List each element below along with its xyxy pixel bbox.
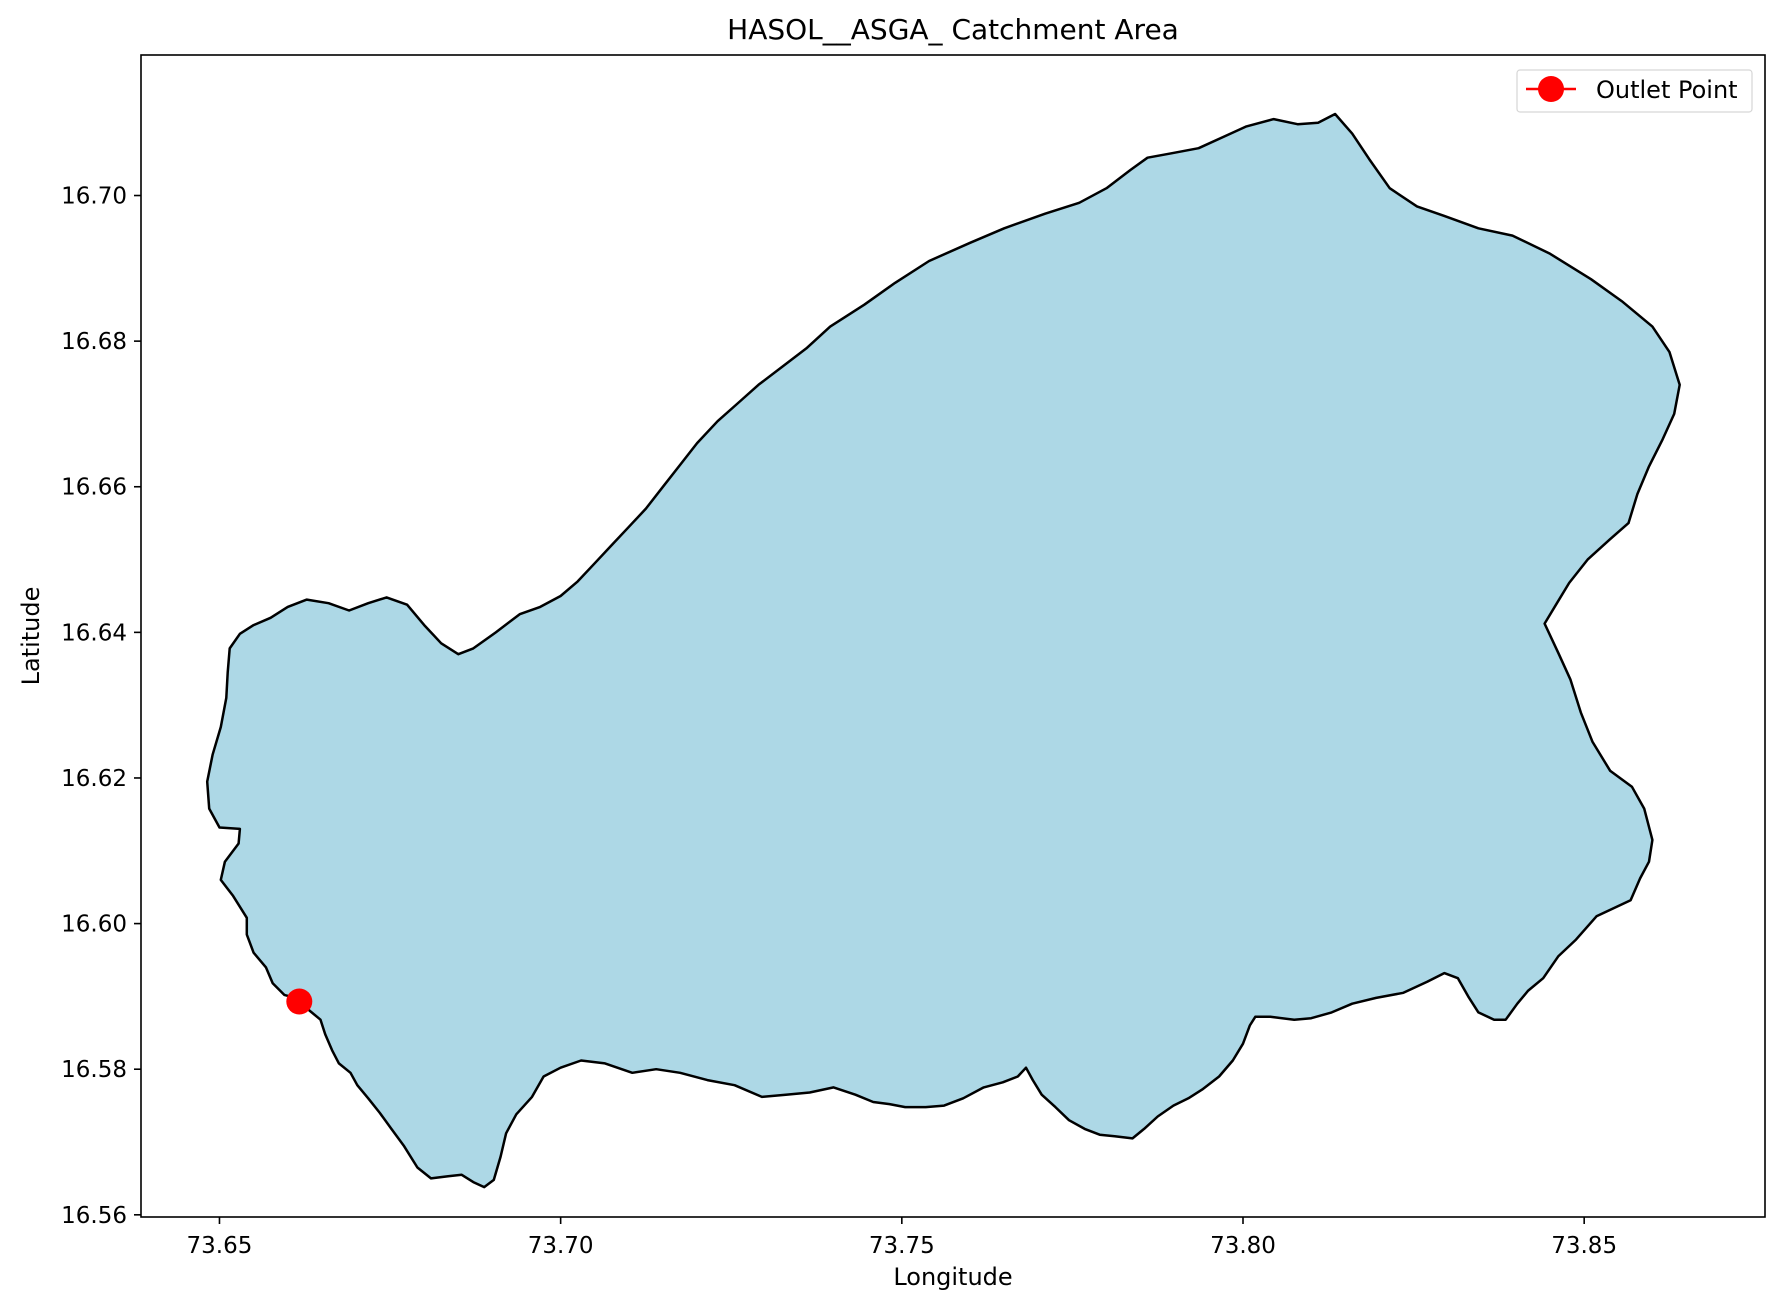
catchment-polygon — [205, 112, 1681, 1189]
y-tick-label: 16.58 — [61, 1057, 127, 1083]
x-axis-label: Longitude — [893, 1263, 1012, 1291]
y-tick-label: 16.66 — [61, 475, 127, 501]
y-tick-label: 16.64 — [61, 620, 127, 646]
y-tick-label: 16.70 — [61, 184, 127, 210]
x-tick-label: 73.85 — [1551, 1233, 1617, 1259]
y-tick-label: 16.68 — [61, 329, 127, 355]
x-tick-label: 73.75 — [869, 1233, 935, 1259]
x-tick-label: 73.65 — [187, 1233, 253, 1259]
y-tick-label: 16.62 — [61, 766, 127, 792]
legend-label-outlet-point: Outlet Point — [1596, 76, 1738, 104]
plot-area — [140, 54, 1766, 1218]
legend: Outlet Point — [1516, 69, 1753, 113]
map-title: HASOL__ASGA_ Catchment Area — [727, 13, 1179, 46]
axes-frame — [140, 54, 1766, 1218]
x-tick-label: 73.80 — [1210, 1233, 1276, 1259]
y-axis-label: Latitude — [17, 587, 45, 686]
legend-box — [1516, 69, 1753, 113]
x-axis-ticks: 73.65 73.70 73.75 73.80 73.85 — [187, 1217, 1617, 1259]
y-axis-ticks: 16.56 16.58 16.60 16.62 16.64 16.66 16.68 16.70 — [61, 184, 141, 1229]
outlet-point-marker — [286, 988, 313, 1015]
y-tick-label: 16.56 — [61, 1203, 127, 1229]
y-tick-label: 16.60 — [61, 912, 127, 938]
legend-marker — [1538, 76, 1564, 102]
x-tick-label: 73.70 — [528, 1233, 594, 1259]
